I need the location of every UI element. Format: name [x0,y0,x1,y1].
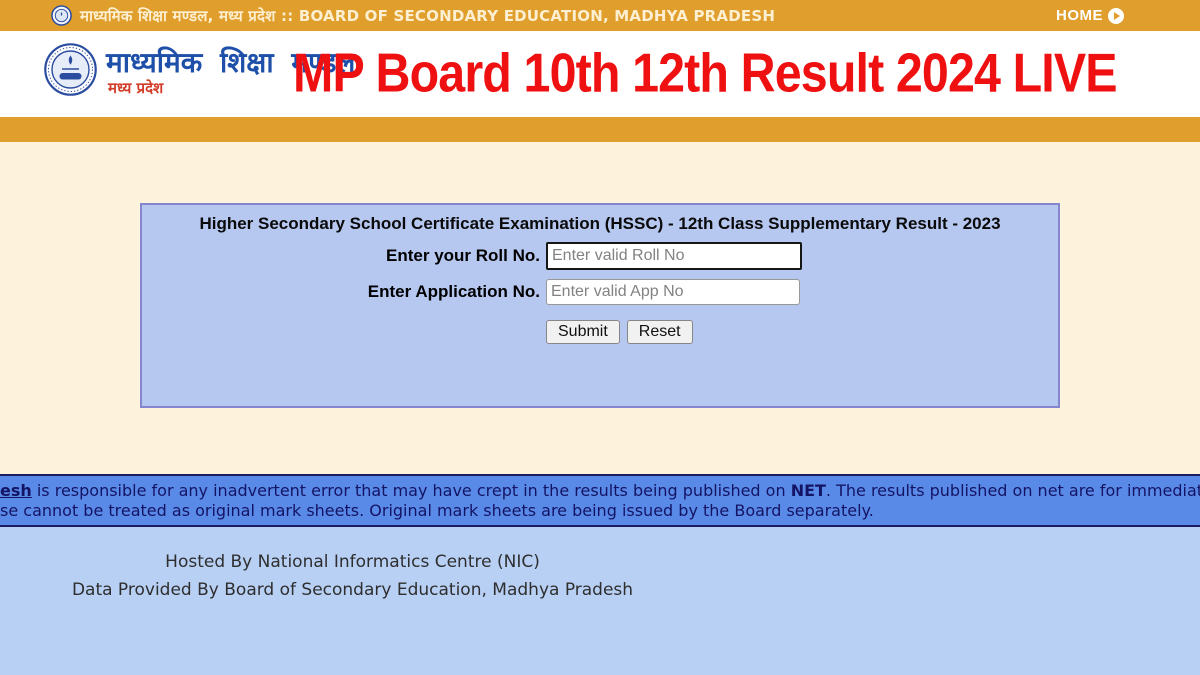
application-no-input[interactable] [546,278,800,305]
site-header: माध्यमिक शिक्षा मण्डल मध्य प्रदेश MP Boa… [0,31,1200,148]
mpbse-emblem-icon [44,43,97,96]
topbar-title: माध्यमिक शिक्षा मण्डल, मध्य प्रदेश :: BO… [80,6,776,25]
disclaimer-bar: esh is responsible for any inadvertent e… [0,474,1200,527]
application-no-row: Enter Application No. [142,276,1058,307]
roll-no-input[interactable] [546,241,802,270]
board-link-fragment[interactable]: esh [0,481,32,500]
home-label: HOME [1056,7,1103,24]
footer-text-block: Hosted By National Informatics Centre (N… [0,527,705,604]
application-no-label: Enter Application No. [367,281,540,301]
disclaimer-line-1: esh is responsible for any inadvertent e… [0,481,1200,501]
roll-no-row: Enter your Roll No. [142,240,1058,271]
result-form-panel: Higher Secondary School Certificate Exam… [140,203,1060,408]
form-buttons-row: Submit Reset [546,320,1058,344]
org-subtitle-hindi: मध्य प्रदेश [108,79,164,97]
disclaimer-line-2: se cannot be treated as original mark sh… [0,501,874,520]
disclaimer-text-2: . The results published on net are for i… [825,481,1200,500]
page-footer: Hosted By National Informatics Centre (N… [0,527,1200,675]
main-area: Higher Secondary School Certificate Exam… [0,142,1200,474]
disclaimer-text-1: is responsible for any inadvertent error… [31,481,791,500]
mpbse-emblem-icon [51,5,72,26]
hosted-by-line: Hosted By National Informatics Centre (N… [165,552,540,572]
home-link[interactable]: HOME [1056,0,1124,31]
submit-button[interactable]: Submit [546,320,620,344]
result-banner-title: MP Board 10th 12th Result 2024 LIVE [293,41,1118,104]
org-name-hindi: माध्यमिक शिक्षा मण्डल [106,46,356,79]
disclaimer-net-bold: NET [790,481,826,500]
orange-strip [0,117,1200,142]
form-title: Higher Secondary School Certificate Exam… [199,214,1001,233]
roll-no-label: Enter your Roll No. [386,245,540,265]
play-circle-icon [1108,7,1124,24]
reset-button[interactable]: Reset [626,320,693,344]
top-bar: माध्यमिक शिक्षा मण्डल, मध्य प्रदेश :: BO… [0,0,1200,31]
data-provided-line: Data Provided By Board of Secondary Educ… [71,580,634,600]
org-name-block: माध्यमिक शिक्षा मण्डल मध्य प्रदेश [106,46,356,98]
